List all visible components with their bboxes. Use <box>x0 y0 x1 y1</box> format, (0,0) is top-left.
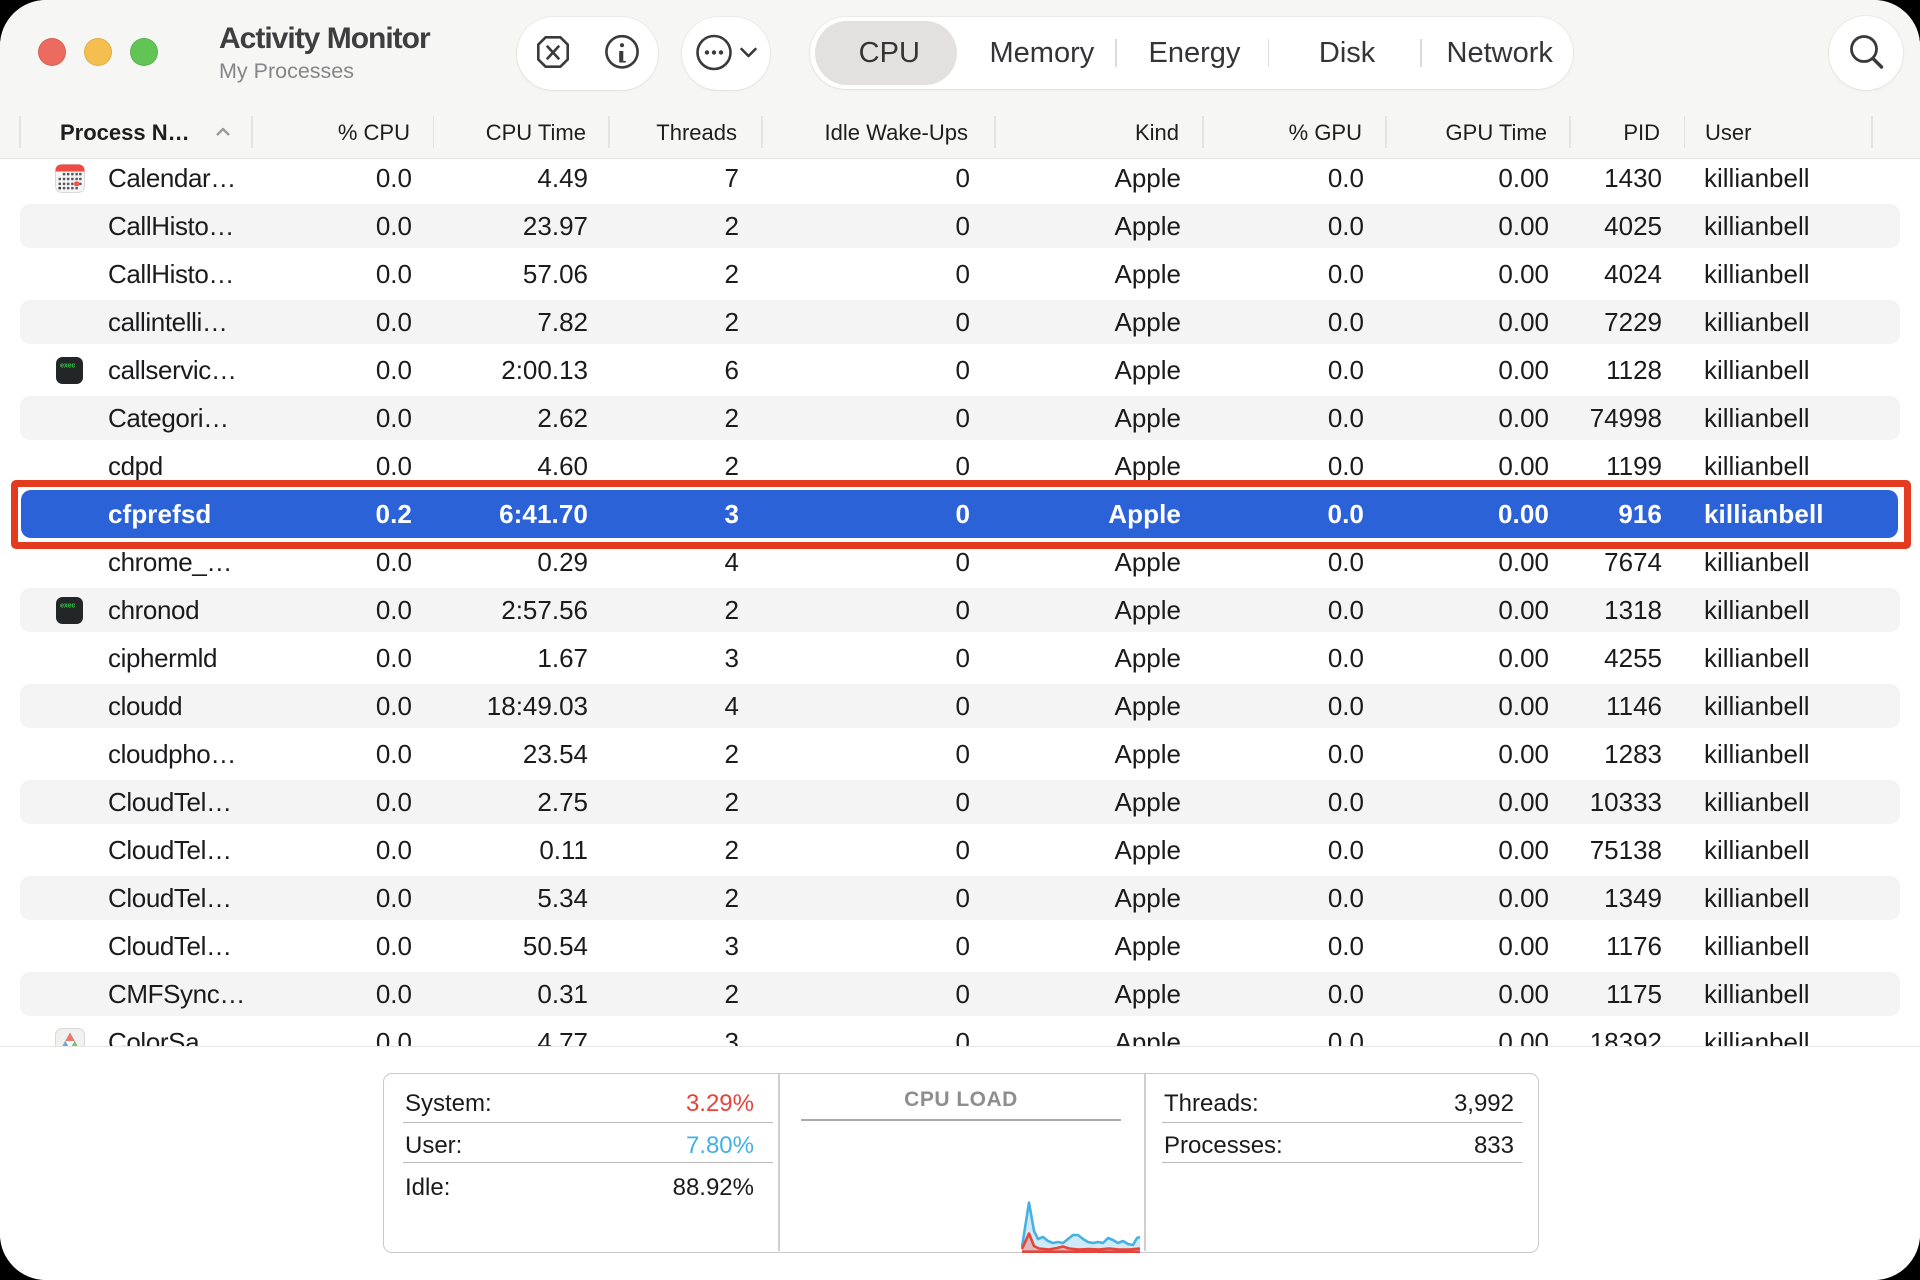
svg-text:exec: exec <box>60 362 75 370</box>
svg-text:exec: exec <box>60 602 75 610</box>
